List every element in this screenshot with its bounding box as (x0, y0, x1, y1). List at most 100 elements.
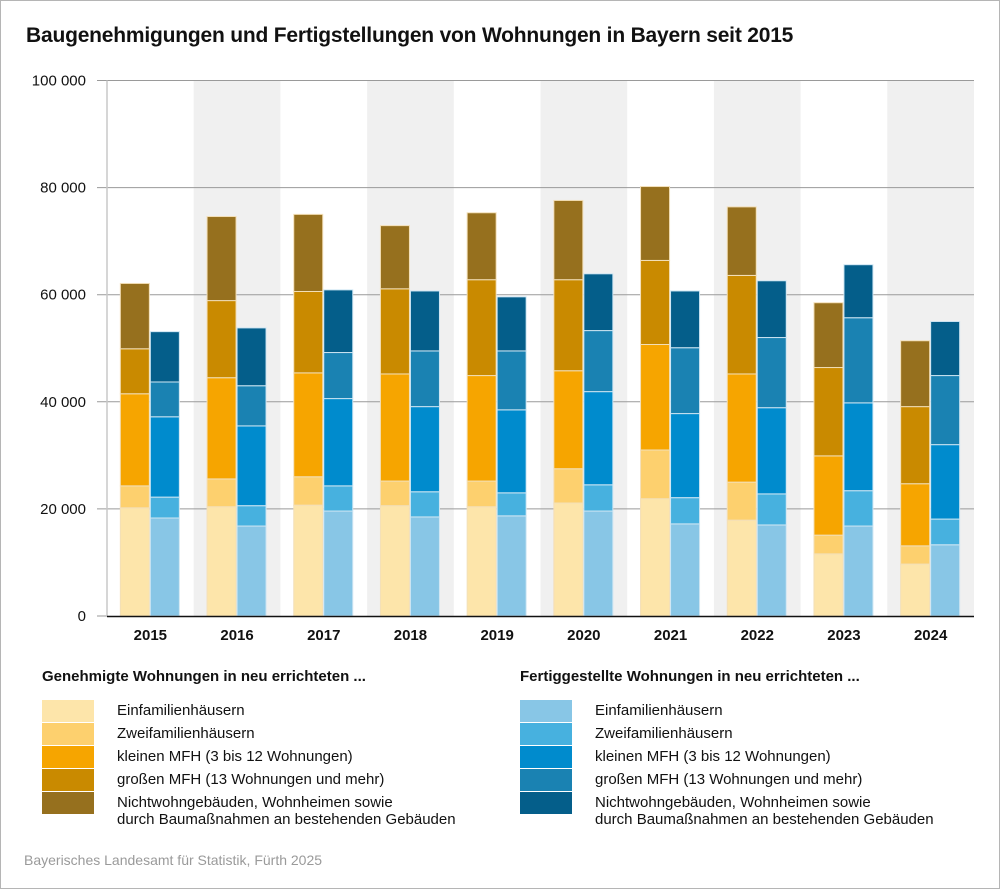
x-tick-label: 2021 (654, 627, 687, 644)
legend-item: Einfamilienhäusern (520, 700, 990, 723)
bar-segment-permits (813, 553, 844, 617)
source-note: Bayerisches Landesamt für Statistik, Für… (24, 852, 323, 868)
x-tick-label: 2016 (220, 627, 253, 644)
bar-segment-completions (149, 416, 180, 498)
legend-item: Zweifamilienhäusern (520, 723, 990, 746)
bar-segment-permits (553, 370, 584, 470)
bar-segment-completions (149, 496, 180, 519)
bar-segment-completions (583, 484, 614, 512)
bar-segment-permits (900, 483, 931, 547)
bar-segment-completions (843, 402, 874, 492)
bar-segment-completions (670, 523, 701, 617)
y-tick-label: 80 000 (40, 180, 86, 197)
bar-segment-completions (756, 407, 787, 495)
legend-swatch (520, 700, 572, 723)
x-tick-label: 2017 (307, 627, 340, 644)
legend-label-line1: Nichtwohngebäuden, Wohnheimen sowie (117, 794, 393, 811)
legend-label: großen MFH (13 Wohnungen und mehr) (595, 771, 863, 788)
legend-swatch (42, 700, 94, 723)
chart-title: Baugenehmigungen und Fertigstellungen vo… (26, 24, 794, 47)
bar-segment-permits (726, 373, 757, 483)
bar-segment-permits (466, 279, 497, 377)
bar-segment-completions (583, 391, 614, 486)
legend-permits-title: Genehmigte Wohnungen in neu errichteten … (42, 668, 366, 685)
legend-item: Nichtwohngebäuden, Wohnheimen sowie durc… (520, 792, 990, 832)
bar-segment-permits (466, 375, 497, 482)
legend-swatch (520, 792, 572, 815)
bar-segment-completions (323, 352, 354, 400)
bar-segment-completions (930, 444, 961, 520)
legend-completions: Fertiggestellte Wohnungen in neu erricht… (520, 668, 990, 832)
bar-segment-permits (119, 282, 150, 350)
bar-segment-permits (813, 534, 844, 555)
bar-segment-permits (466, 480, 497, 508)
bar-segment-permits (293, 290, 324, 374)
bar-segment-completions (843, 317, 874, 404)
bar-segment-permits (553, 279, 584, 372)
bar-segment-completions (409, 290, 440, 352)
bar-segment-permits (900, 545, 931, 565)
bar-segment-permits (813, 302, 844, 369)
bar-segment-completions (323, 510, 354, 617)
bar-segment-completions (930, 544, 961, 617)
bar-segment-completions (843, 525, 874, 617)
legend-swatch (42, 769, 94, 792)
bar-segment-completions (670, 290, 701, 349)
bar-segment-permits (640, 344, 671, 451)
bar-segment-permits (813, 367, 844, 457)
legend-item: Zweifamilienhäusern (42, 723, 512, 746)
bar-segment-permits (379, 505, 410, 617)
bar-segment-permits (640, 449, 671, 500)
bar-segment-completions (583, 273, 614, 332)
bar-segment-completions (583, 330, 614, 393)
bar-segment-completions (149, 517, 180, 617)
bar-segment-completions (496, 492, 527, 517)
bar-segment-permits (206, 506, 237, 617)
bar-segment-completions (756, 280, 787, 339)
bar-segment-permits (206, 377, 237, 480)
legend-label-line1: Nichtwohngebäuden, Wohnheimen sowie (595, 794, 871, 811)
bar-segment-completions (149, 331, 180, 383)
y-tick-label: 40 000 (40, 394, 86, 411)
bar-segment-permits (119, 507, 150, 617)
bar-segment-permits (379, 480, 410, 507)
x-tick-label: 2020 (567, 627, 600, 644)
bar-segment-completions (236, 385, 267, 427)
bar-segment-permits (640, 186, 671, 261)
chart-plot: 0 20 000 40 000 60 000 80 000 100 000 2015 2016… (32, 73, 974, 644)
bar-segment-completions (323, 485, 354, 512)
y-tick-label: 0 (78, 608, 86, 625)
bar-segment-completions (149, 381, 180, 418)
legend-swatch (42, 723, 94, 746)
legend-label-line2: durch Baumaßnahmen an bestehenden Gebäud… (117, 811, 456, 828)
bar-segment-completions (756, 493, 787, 526)
bar-segment-permits (293, 372, 324, 478)
bar-segment-permits (640, 259, 671, 346)
bar-segment-permits (726, 481, 757, 521)
bar-segment-permits (553, 502, 584, 617)
bar-segment-completions (670, 347, 701, 415)
bar-segment-permits (466, 212, 497, 281)
bar-segment-completions (843, 490, 874, 527)
bar-segment-completions (930, 375, 961, 446)
bar-segment-permits (206, 216, 237, 302)
bar-segment-permits (119, 348, 150, 395)
legend-label: Einfamilienhäusern (595, 702, 723, 719)
bar-segment-permits (379, 373, 410, 482)
bar-segment-permits (900, 563, 931, 617)
y-tick-label: 20 000 (40, 501, 86, 518)
x-tick-label: 2024 (914, 627, 948, 644)
bar-segment-permits (466, 506, 497, 617)
legend-label: kleinen MFH (3 bis 12 Wohnungen) (595, 748, 831, 765)
bar-segment-permits (726, 274, 757, 375)
legend-label-line2: durch Baumaßnahmen an bestehenden Gebäud… (595, 811, 934, 828)
legend-label: kleinen MFH (3 bis 12 Wohnungen) (117, 748, 353, 765)
x-tick-label: 2015 (134, 627, 167, 644)
bar-segment-completions (236, 327, 267, 387)
bar-segment-permits (900, 340, 931, 408)
bar-segment-completions (409, 406, 440, 493)
bar-segment-completions (496, 350, 527, 411)
bar-segment-permits (640, 498, 671, 617)
legend-item: kleinen MFH (3 bis 12 Wohnungen) (42, 746, 512, 769)
legend-item: kleinen MFH (3 bis 12 Wohnungen) (520, 746, 990, 769)
